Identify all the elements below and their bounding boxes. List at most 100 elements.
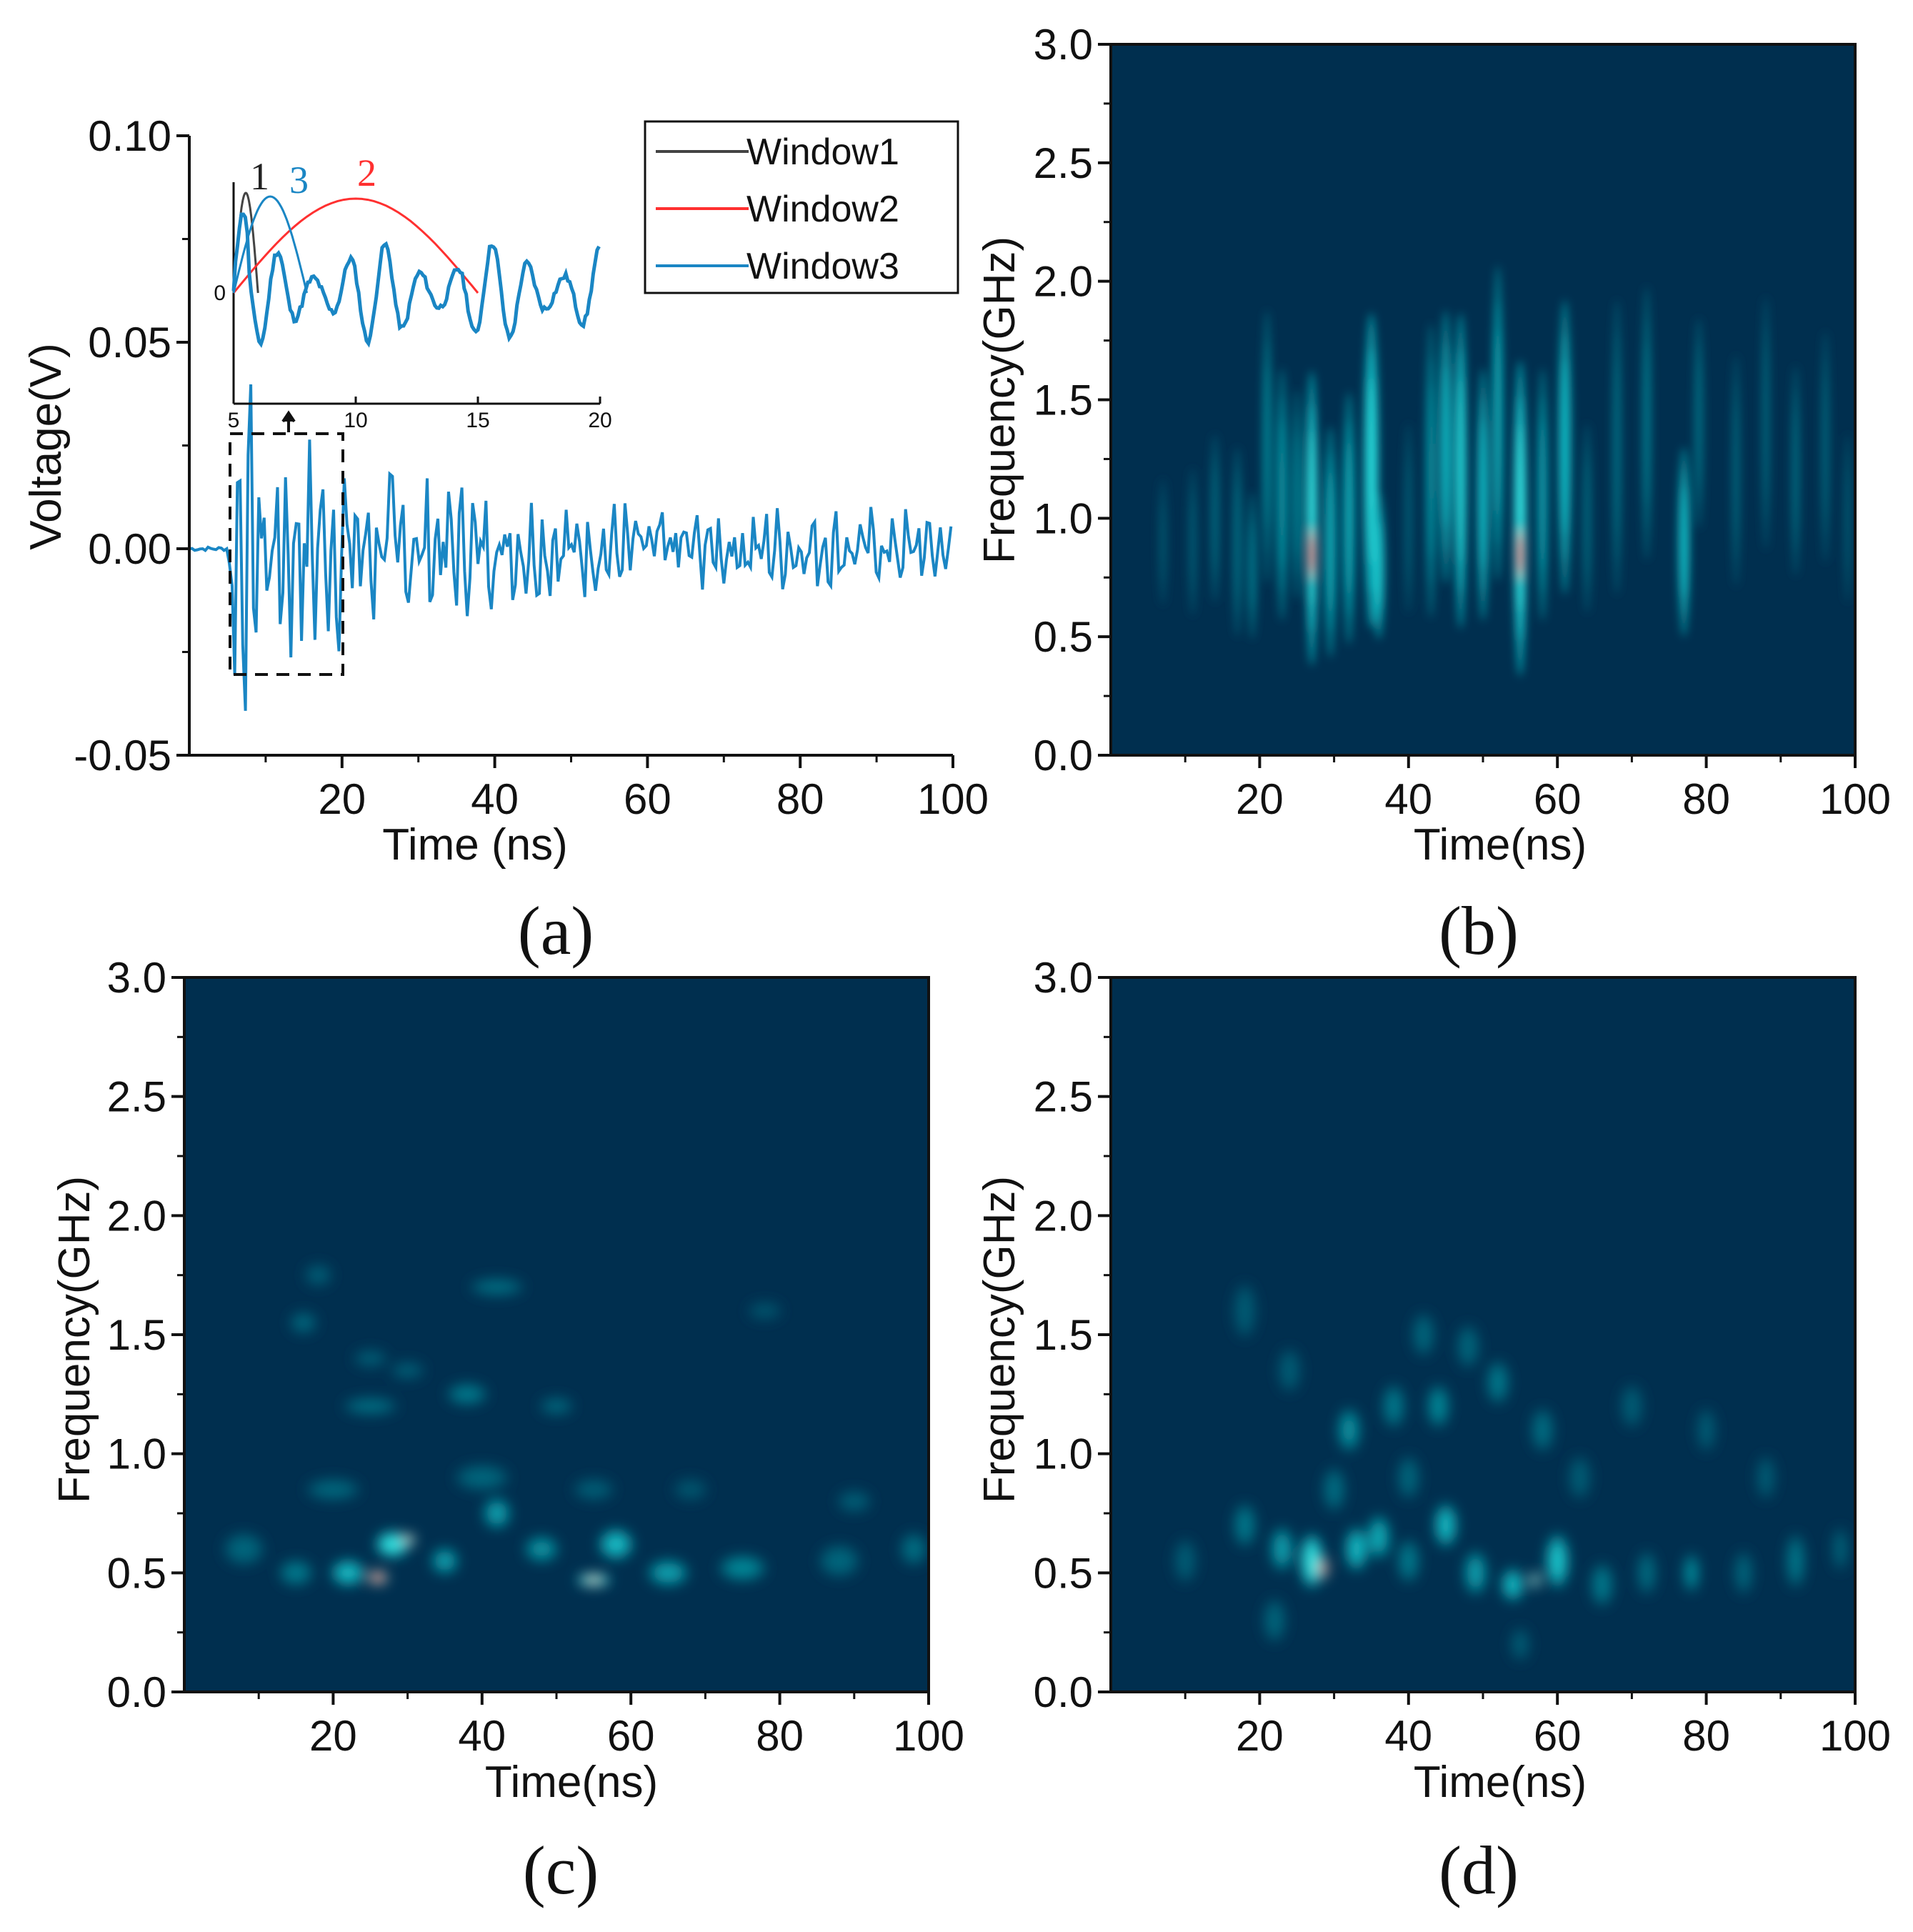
panel-d-ticks: 20 40 60 80 100 0.0 0.5 1.0 1.5 2.0 2.5 3.0 <box>1034 954 1891 1760</box>
signal-trace <box>189 384 953 711</box>
x-tick-label: 20 <box>1236 1712 1284 1760</box>
heatmap-blob <box>436 1553 453 1569</box>
inset-x-tick-label: 15 <box>466 409 489 432</box>
x-tick-label: 20 <box>1236 775 1284 823</box>
heatmap-blob <box>338 1565 359 1580</box>
panel-a: 20 40 60 80 100-0.050.000.050.10 Time (ns) V… <box>21 112 989 969</box>
x-tick-label: 60 <box>607 1712 655 1760</box>
heatmap-blob <box>1462 1334 1475 1360</box>
heatmap-blob <box>1644 342 1650 505</box>
y-tick-label: -0.05 <box>74 732 171 780</box>
heatmap-blob <box>1518 534 1523 573</box>
heatmap-blob <box>1402 1465 1415 1490</box>
y-tick-label: 1.0 <box>1034 494 1093 542</box>
heatmap-blob <box>403 1536 412 1543</box>
heatmap-blob <box>656 1565 680 1580</box>
heatmap-blob <box>1822 378 1828 517</box>
heatmap-blob <box>372 1574 383 1581</box>
x-tick-label: 80 <box>1682 775 1730 823</box>
heatmap-blob <box>1680 485 1688 599</box>
heatmap-blob <box>827 1551 851 1570</box>
panel-d-xlabel: Time(ns) <box>1414 1758 1587 1807</box>
panel-b: 20 40 60 80 100 0.0 0.5 1.0 1.5 2.0 2.5 3.0 Time(ns… <box>975 21 1891 969</box>
heatmap-blob <box>1349 1536 1363 1562</box>
heatmap-blob <box>1238 1295 1252 1327</box>
heatmap-blob <box>1733 402 1739 540</box>
heatmap-blob <box>1536 1417 1549 1443</box>
heatmap-blob <box>581 1483 606 1496</box>
heatmap-blob <box>1793 408 1799 534</box>
heatmap-blob <box>680 1483 701 1496</box>
y-tick-label: 2.5 <box>1034 1073 1093 1121</box>
panel-a-ylabel: Voltage(V) <box>21 343 71 550</box>
heatmap-blob <box>1212 468 1218 569</box>
y-tick-label: 3.0 <box>1034 21 1093 69</box>
x-tick-label: 100 <box>1819 775 1891 823</box>
panel-d-ylabel: Frequency(GHz) <box>975 1176 1024 1503</box>
heatmap-blob <box>1625 1393 1639 1419</box>
y-tick-label: 2.5 <box>1034 139 1093 187</box>
heatmap-blob <box>1275 1536 1289 1562</box>
heatmap-blob <box>1249 522 1255 610</box>
heatmap-blob <box>585 1576 602 1583</box>
y-tick-label: 1.5 <box>1034 377 1093 424</box>
heatmap-blob <box>1327 1477 1341 1503</box>
heatmap-blob <box>606 1535 626 1553</box>
heatmap-blob <box>1402 1548 1415 1574</box>
inset-label-3: 3 <box>289 159 309 201</box>
heatmap-blob <box>1539 419 1546 570</box>
x-tick-label: 80 <box>756 1712 804 1760</box>
heatmap-blob <box>754 1305 775 1316</box>
heatmap-blob <box>1345 442 1353 594</box>
heatmap-blob <box>310 1268 326 1282</box>
heatmap-blob <box>1375 522 1383 610</box>
heatmap-blob <box>1687 1561 1696 1585</box>
heatmap-blob <box>466 1470 498 1485</box>
heatmap-blob <box>1738 1560 1749 1585</box>
heatmap-blob <box>1845 468 1850 569</box>
panel-c: 20 40 60 80 100 0.0 0.5 1.0 1.5 2.0 2.5 3.0 Time(ns… <box>50 954 964 1908</box>
y-tick-label: 0.05 <box>88 319 171 367</box>
heatmap-blob <box>1417 1322 1430 1348</box>
inset-ytick: 0 <box>214 282 226 305</box>
panel-a-legend: Window1 Window2 Window3 <box>644 120 959 294</box>
heatmap-blob <box>1614 359 1620 535</box>
panel-c-ylabel: Frequency(GHz) <box>50 1176 99 1503</box>
inset-window3-curve <box>232 195 309 294</box>
heatmap-blob <box>1320 1563 1326 1574</box>
heatmap-blob <box>360 1353 381 1364</box>
y-tick-label: 0.5 <box>1034 613 1093 661</box>
panel-a-inset: 0 5 10 15 20 1 3 2 <box>214 151 612 432</box>
heatmap-blob <box>1427 382 1434 559</box>
inset-window2-curve <box>232 197 479 294</box>
heatmap-blob <box>531 1541 551 1557</box>
heatmap-blob <box>1278 419 1286 570</box>
heatmap-blob <box>1160 504 1166 580</box>
panel-b-heatmap <box>1159 265 1852 677</box>
heatmap-blob <box>317 1483 349 1496</box>
heatmap-blob <box>1432 1393 1445 1419</box>
panel-b-caption: (b) <box>1439 892 1519 969</box>
legend-window3: Window3 <box>746 246 899 287</box>
x-tick-label: 40 <box>1384 1712 1432 1760</box>
panel-a-ticks: 20 40 60 80 100-0.050.000.050.10 <box>74 112 989 823</box>
heatmap-blob <box>481 1282 513 1293</box>
x-tick-label: 60 <box>1534 1712 1582 1760</box>
legend-window1: Window1 <box>746 131 899 173</box>
y-tick-label: 0.00 <box>88 525 171 573</box>
heatmap-blob <box>1234 485 1241 599</box>
y-tick-label: 0.5 <box>1034 1549 1093 1597</box>
y-tick-label: 0.0 <box>1034 732 1093 780</box>
heatmap-blob <box>1372 1524 1386 1550</box>
panel-a-caption: (a) <box>518 892 594 969</box>
x-tick-label: 40 <box>471 775 519 823</box>
heatmap-blob <box>1790 1545 1802 1577</box>
x-tick-label: 80 <box>1682 1712 1730 1760</box>
inset-label-2: 2 <box>357 151 376 194</box>
y-tick-label: 0.0 <box>107 1668 166 1716</box>
heatmap-blob <box>1367 377 1377 565</box>
x-tick-label: 20 <box>309 1712 357 1760</box>
heatmap-blob <box>546 1400 566 1412</box>
heatmap-blob <box>1479 419 1487 570</box>
